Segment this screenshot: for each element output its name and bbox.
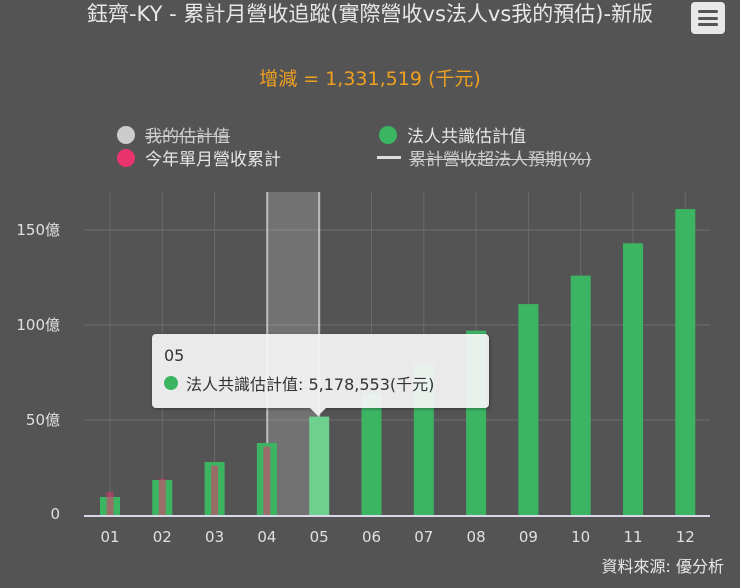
x-tick-label: 12 [675, 528, 695, 546]
legend-line-icon [377, 156, 401, 159]
x-tick-label: 07 [414, 528, 434, 546]
chart-subtitle: 增減 = 1,331,519 (千元) [259, 68, 481, 90]
bar-consensus[interactable] [518, 304, 539, 515]
bar-actual-cumulative[interactable] [158, 478, 166, 515]
y-tick-label: 50億 [25, 411, 60, 429]
legend-item-exceed-pct[interactable]: 累計營收超法人預期(%) [377, 145, 591, 170]
chart-menu-button[interactable] [691, 2, 725, 34]
bar-consensus[interactable] [623, 243, 643, 516]
tooltip-category: 05 [164, 346, 185, 365]
x-tick-label: 05 [309, 528, 329, 546]
legend-item-consensus[interactable]: 法人共識估計值 [379, 122, 526, 147]
bar-consensus[interactable] [309, 416, 330, 515]
hamburger-line [698, 16, 718, 20]
x-tick-label: 11 [623, 528, 643, 546]
data-source-credit: 資料來源: 優分析 [601, 557, 724, 576]
legend-item-monthly-cumulative[interactable]: 今年單月營收累計 [117, 145, 281, 170]
bar-actual-cumulative[interactable] [211, 465, 219, 515]
legend-label: 累計營收超法人預期(%) [409, 150, 592, 170]
chart-tooltip: 05 法人共識估計值: 5,178,553(千元) [152, 334, 489, 416]
bar-consensus[interactable] [570, 275, 591, 515]
tooltip-series-dot-icon [164, 376, 178, 390]
legend-label: 我的估計值 [145, 127, 230, 147]
legend-item-my-estimate[interactable]: 我的估計值 [117, 122, 230, 147]
legend-label: 今年單月營收累計 [145, 150, 281, 170]
x-tick-label: 06 [361, 528, 382, 546]
y-tick-label: 100億 [16, 316, 60, 334]
legend-dot-icon [379, 125, 397, 144]
legend-dot-icon [117, 125, 135, 144]
x-tick-label: 08 [466, 528, 486, 546]
legend-label: 法人共識估計值 [407, 127, 526, 147]
x-tick-label: 09 [518, 528, 538, 546]
tooltip-arrow [310, 408, 326, 416]
bar-actual-cumulative[interactable] [106, 492, 114, 515]
chart-title: 鈺齊-KY - 累計月營收追蹤(實際營收vs法人vs我的預估)-新版 [86, 2, 654, 26]
y-tick-label: 150億 [16, 221, 60, 239]
hamburger-line [698, 23, 718, 26]
x-tick-label: 01 [100, 528, 120, 546]
bar-consensus[interactable] [675, 209, 696, 515]
legend-dot-icon [117, 148, 135, 167]
bar-actual-cumulative[interactable] [263, 446, 271, 515]
x-tick-label: 04 [257, 528, 277, 546]
tooltip-value: 法人共識估計值: 5,178,553(千元) [186, 375, 435, 394]
x-tick-label: 03 [205, 528, 225, 546]
x-tick-label: 02 [152, 528, 172, 546]
y-tick-label: 0 [50, 505, 60, 523]
x-tick-label: 10 [571, 528, 591, 546]
hamburger-menu-icon [698, 10, 718, 13]
bar-consensus[interactable] [361, 393, 382, 515]
